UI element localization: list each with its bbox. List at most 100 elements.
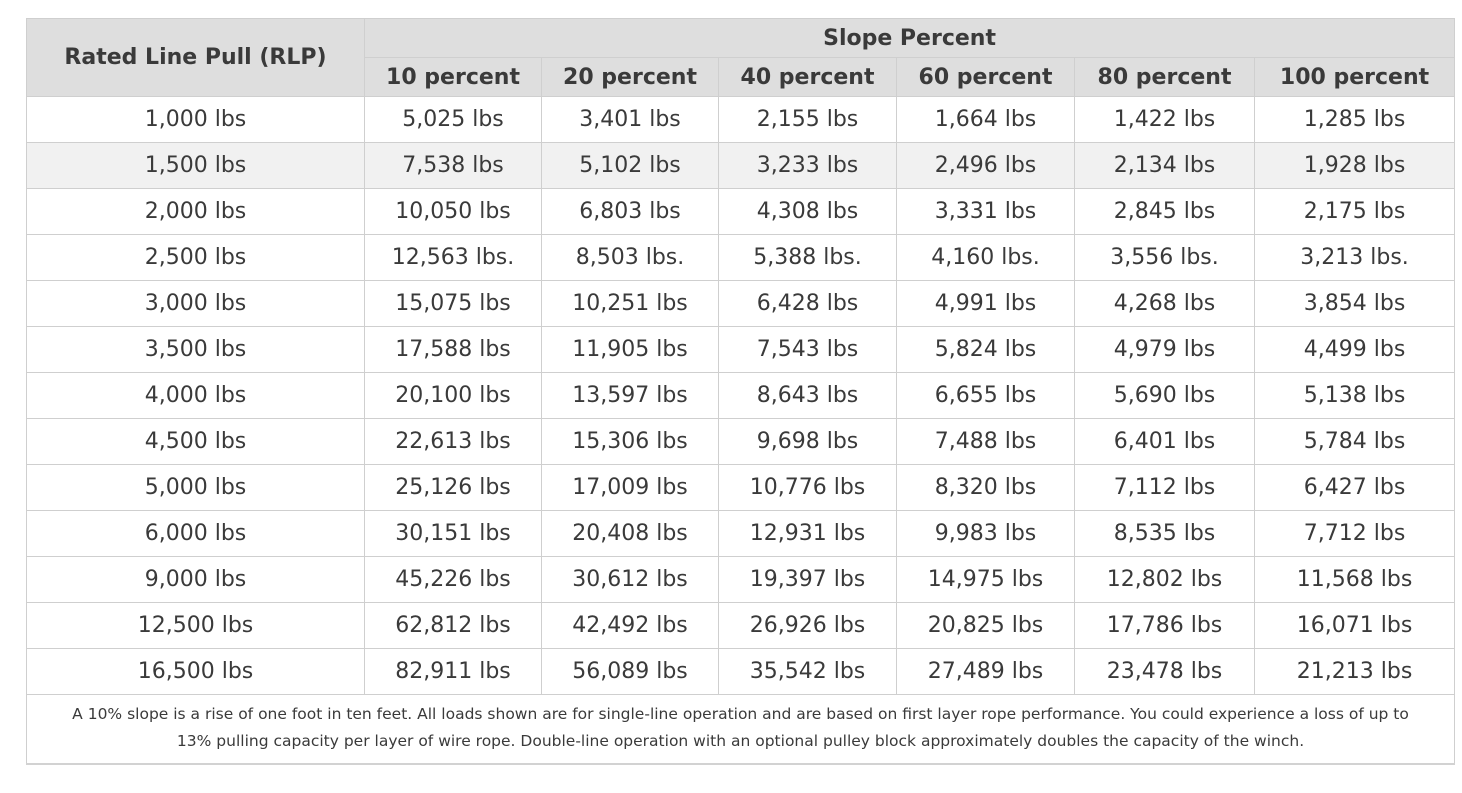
capacity-cell: 10,776 lbs xyxy=(718,464,897,511)
rlp-cell: 4,000 lbs xyxy=(26,372,365,419)
capacity-cell: 6,803 lbs xyxy=(541,188,719,235)
column-header-40-percent: 40 percent xyxy=(718,57,897,97)
capacity-cell: 25,126 lbs xyxy=(364,464,542,511)
capacity-cell: 1,928 lbs xyxy=(1253,142,1456,189)
winch-capacity-table: Rated Line Pull (RLP) Slope Percent 10 p… xyxy=(25,18,1456,765)
capacity-cell: 42,492 lbs xyxy=(541,602,719,649)
rlp-cell: 5,000 lbs xyxy=(26,464,365,511)
table-body: 1,000 lbs 5,025 lbs 3,401 lbs 2,155 lbs 1,66… xyxy=(26,96,1456,695)
capacity-cell: 8,643 lbs xyxy=(718,372,897,419)
capacity-cell: 6,428 lbs xyxy=(718,280,897,327)
capacity-cell: 17,588 lbs xyxy=(364,326,542,373)
capacity-cell: 21,213 lbs xyxy=(1253,648,1456,695)
capacity-cell: 2,845 lbs xyxy=(1074,188,1255,235)
table-row: 4,000 lbs 20,100 lbs 13,597 lbs 8,643 lbs 6,… xyxy=(26,372,1456,419)
capacity-cell: 5,784 lbs xyxy=(1253,418,1456,465)
capacity-cell: 17,009 lbs xyxy=(541,464,719,511)
capacity-cell: 8,320 lbs xyxy=(896,464,1075,511)
capacity-cell: 4,160 lbs. xyxy=(896,234,1075,281)
capacity-cell: 4,979 lbs xyxy=(1074,326,1255,373)
capacity-cell: 1,285 lbs xyxy=(1253,96,1456,143)
rlp-cell: 1,500 lbs xyxy=(26,142,365,189)
winch-capacity-table-container: Rated Line Pull (RLP) Slope Percent 10 p… xyxy=(25,18,1456,765)
capacity-cell: 26,926 lbs xyxy=(718,602,897,649)
table-row: 1,000 lbs 5,025 lbs 3,401 lbs 2,155 lbs 1,66… xyxy=(26,96,1456,143)
table-header: Rated Line Pull (RLP) Slope Percent 10 p… xyxy=(26,18,1456,97)
capacity-cell: 5,025 lbs xyxy=(364,96,542,143)
capacity-cell: 3,401 lbs xyxy=(541,96,719,143)
capacity-cell: 4,991 lbs xyxy=(896,280,1075,327)
capacity-cell: 10,050 lbs xyxy=(364,188,542,235)
capacity-cell: 35,542 lbs xyxy=(718,648,897,695)
rlp-cell: 2,000 lbs xyxy=(26,188,365,235)
capacity-cell: 5,824 lbs xyxy=(896,326,1075,373)
capacity-cell: 9,983 lbs xyxy=(896,510,1075,557)
table-row: 5,000 lbs 25,126 lbs 17,009 lbs 10,776 lbs 8… xyxy=(26,464,1456,511)
capacity-cell: 11,905 lbs xyxy=(541,326,719,373)
capacity-cell: 6,427 lbs xyxy=(1253,464,1456,511)
capacity-cell: 4,308 lbs xyxy=(718,188,897,235)
slope-percent-header: Slope Percent xyxy=(363,18,1456,58)
capacity-cell: 9,698 lbs xyxy=(718,418,897,465)
table-row: 6,000 lbs 30,151 lbs 20,408 lbs 12,931 lbs 9… xyxy=(26,510,1456,557)
capacity-cell: 62,812 lbs xyxy=(364,602,542,649)
capacity-cell: 12,563 lbs. xyxy=(364,234,542,281)
column-header-10-percent: 10 percent xyxy=(364,57,542,97)
footnote-row: A 10% slope is a rise of one foot in ten… xyxy=(25,694,1456,765)
capacity-cell: 20,408 lbs xyxy=(541,510,719,557)
capacity-cell: 27,489 lbs xyxy=(896,648,1075,695)
capacity-cell: 3,233 lbs xyxy=(718,142,897,189)
capacity-cell: 7,112 lbs xyxy=(1074,464,1255,511)
rlp-cell: 2,500 lbs xyxy=(26,234,365,281)
rlp-cell: 3,500 lbs xyxy=(26,326,365,373)
rlp-cell: 12,500 lbs xyxy=(26,602,365,649)
table-row: 2,500 lbs 12,563 lbs. 8,503 lbs. 5,388 lbs.… xyxy=(26,234,1456,281)
header-row-top: Rated Line Pull (RLP) Slope Percent xyxy=(26,18,1456,97)
header-row-columns: 10 percent 20 percent 40 percent 60 perc… xyxy=(27,57,1456,97)
table-row: 9,000 lbs 45,226 lbs 30,612 lbs 19,397 lbs 1… xyxy=(26,556,1456,603)
table-row: 16,500 lbs 82,911 lbs 56,089 lbs 35,542 lbs… xyxy=(26,648,1456,695)
capacity-cell: 30,612 lbs xyxy=(541,556,719,603)
capacity-cell: 7,712 lbs xyxy=(1253,510,1456,557)
column-header-100-percent: 100 percent xyxy=(1253,57,1456,97)
capacity-cell: 17,786 lbs xyxy=(1074,602,1255,649)
table-row: 3,000 lbs 15,075 lbs 10,251 lbs 6,428 lbs 4,… xyxy=(26,280,1456,327)
capacity-cell: 2,134 lbs xyxy=(1074,142,1255,189)
capacity-cell: 45,226 lbs xyxy=(364,556,542,603)
rlp-cell: 3,000 lbs xyxy=(26,280,365,327)
capacity-cell: 3,854 lbs xyxy=(1253,280,1456,327)
capacity-cell: 10,251 lbs xyxy=(541,280,719,327)
capacity-cell: 12,802 lbs xyxy=(1074,556,1255,603)
rlp-cell: 9,000 lbs xyxy=(26,556,365,603)
capacity-cell: 6,655 lbs xyxy=(896,372,1075,419)
capacity-cell: 20,825 lbs xyxy=(896,602,1075,649)
rated-line-pull-header: Rated Line Pull (RLP) xyxy=(26,18,365,97)
capacity-cell: 5,388 lbs. xyxy=(718,234,897,281)
capacity-cell: 7,488 lbs xyxy=(896,418,1075,465)
capacity-cell: 1,664 lbs xyxy=(896,96,1075,143)
capacity-cell: 56,089 lbs xyxy=(541,648,719,695)
capacity-cell: 23,478 lbs xyxy=(1074,648,1255,695)
column-header-60-percent: 60 percent xyxy=(896,57,1075,97)
capacity-cell: 15,075 lbs xyxy=(364,280,542,327)
capacity-cell: 16,071 lbs xyxy=(1253,602,1456,649)
table-row: 3,500 lbs 17,588 lbs 11,905 lbs 7,543 lbs 5,… xyxy=(26,326,1456,373)
table-row: 4,500 lbs 22,613 lbs 15,306 lbs 9,698 lbs 7,… xyxy=(26,418,1456,465)
capacity-cell: 6,401 lbs xyxy=(1074,418,1255,465)
capacity-cell: 11,568 lbs xyxy=(1253,556,1456,603)
capacity-cell: 3,331 lbs xyxy=(896,188,1075,235)
capacity-cell: 3,556 lbs. xyxy=(1074,234,1255,281)
capacity-cell: 2,496 lbs xyxy=(896,142,1075,189)
capacity-cell: 4,499 lbs xyxy=(1253,326,1456,373)
capacity-cell: 1,422 lbs xyxy=(1074,96,1255,143)
capacity-cell: 22,613 lbs xyxy=(364,418,542,465)
column-header-20-percent: 20 percent xyxy=(541,57,719,97)
table-row: 12,500 lbs 62,812 lbs 42,492 lbs 26,926 lbs… xyxy=(26,602,1456,649)
footnote-text: A 10% slope is a rise of one foot in ten… xyxy=(25,694,1456,765)
capacity-cell: 15,306 lbs xyxy=(541,418,719,465)
capacity-cell: 2,155 lbs xyxy=(718,96,897,143)
capacity-cell: 5,690 lbs xyxy=(1074,372,1255,419)
capacity-cell: 8,535 lbs xyxy=(1074,510,1255,557)
capacity-cell: 12,931 lbs xyxy=(718,510,897,557)
rlp-cell: 4,500 lbs xyxy=(26,418,365,465)
